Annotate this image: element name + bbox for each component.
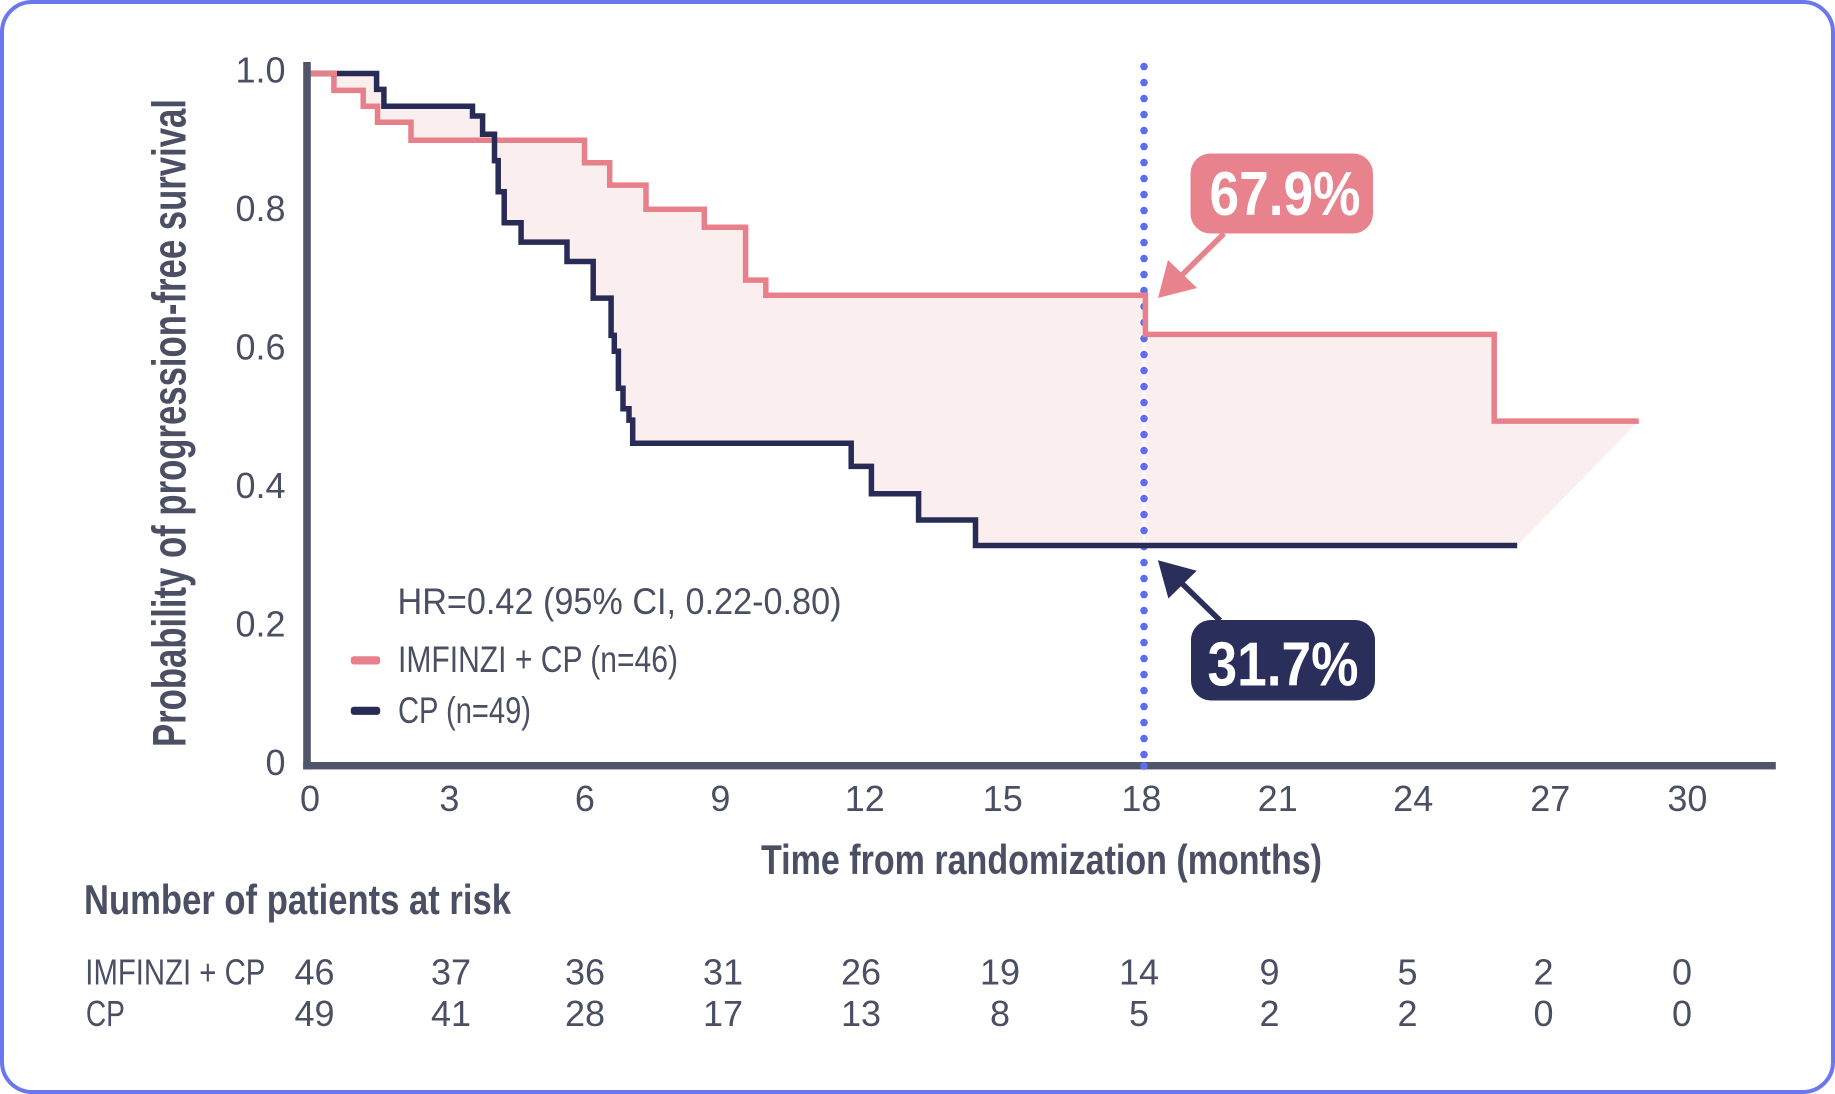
svg-text:Time from randomization (month: Time from randomization (months) [761,836,1322,883]
svg-text:9: 9 [1259,952,1279,993]
svg-text:37: 37 [431,952,471,993]
svg-text:14: 14 [1119,952,1159,993]
svg-text:67.9%: 67.9% [1210,160,1361,229]
svg-text:6: 6 [575,778,595,819]
svg-text:2: 2 [1397,993,1417,1034]
svg-text:36: 36 [565,952,605,993]
svg-text:HR=0.42 (95% CI, 0.22-0.80): HR=0.42 (95% CI, 0.22-0.80) [398,581,842,622]
svg-text:3: 3 [439,778,459,819]
svg-text:41: 41 [431,993,471,1034]
svg-text:5: 5 [1129,993,1149,1034]
svg-text:31.7%: 31.7% [1208,631,1359,700]
svg-text:21: 21 [1258,778,1298,819]
svg-text:12: 12 [845,778,885,819]
svg-text:2: 2 [1259,993,1279,1034]
svg-text:9: 9 [710,778,730,819]
svg-text:1.0: 1.0 [235,50,285,91]
svg-text:CP: CP [86,993,125,1034]
svg-text:0: 0 [1672,952,1692,993]
svg-text:0: 0 [265,742,285,783]
svg-text:30: 30 [1667,778,1707,819]
svg-text:8: 8 [990,993,1010,1034]
svg-text:0: 0 [1533,993,1553,1034]
svg-text:46: 46 [294,952,334,993]
svg-text:0: 0 [300,778,320,819]
svg-text:13: 13 [841,993,881,1034]
svg-text:5: 5 [1397,952,1417,993]
svg-text:28: 28 [565,993,605,1034]
svg-text:26: 26 [841,952,881,993]
svg-text:17: 17 [703,993,743,1034]
svg-text:Probability of progression-fre: Probability of progression-free survival [143,99,196,747]
svg-text:0.2: 0.2 [235,604,285,645]
svg-text:0.6: 0.6 [235,327,285,368]
svg-text:24: 24 [1393,778,1433,819]
svg-text:15: 15 [983,778,1023,819]
svg-text:IMFINZI + CP (n=46): IMFINZI + CP (n=46) [398,639,678,680]
svg-text:27: 27 [1530,778,1570,819]
svg-text:18: 18 [1121,778,1161,819]
svg-text:CP (n=49): CP (n=49) [398,690,531,731]
svg-text:31: 31 [703,952,743,993]
svg-text:Number of patients at risk: Number of patients at risk [84,876,512,923]
svg-text:IMFINZI + CP: IMFINZI + CP [85,952,265,993]
svg-text:49: 49 [294,993,334,1034]
svg-text:19: 19 [980,952,1020,993]
svg-text:0.8: 0.8 [235,188,285,229]
svg-text:0: 0 [1672,993,1692,1034]
svg-text:2: 2 [1533,952,1553,993]
svg-text:0.4: 0.4 [235,465,285,506]
